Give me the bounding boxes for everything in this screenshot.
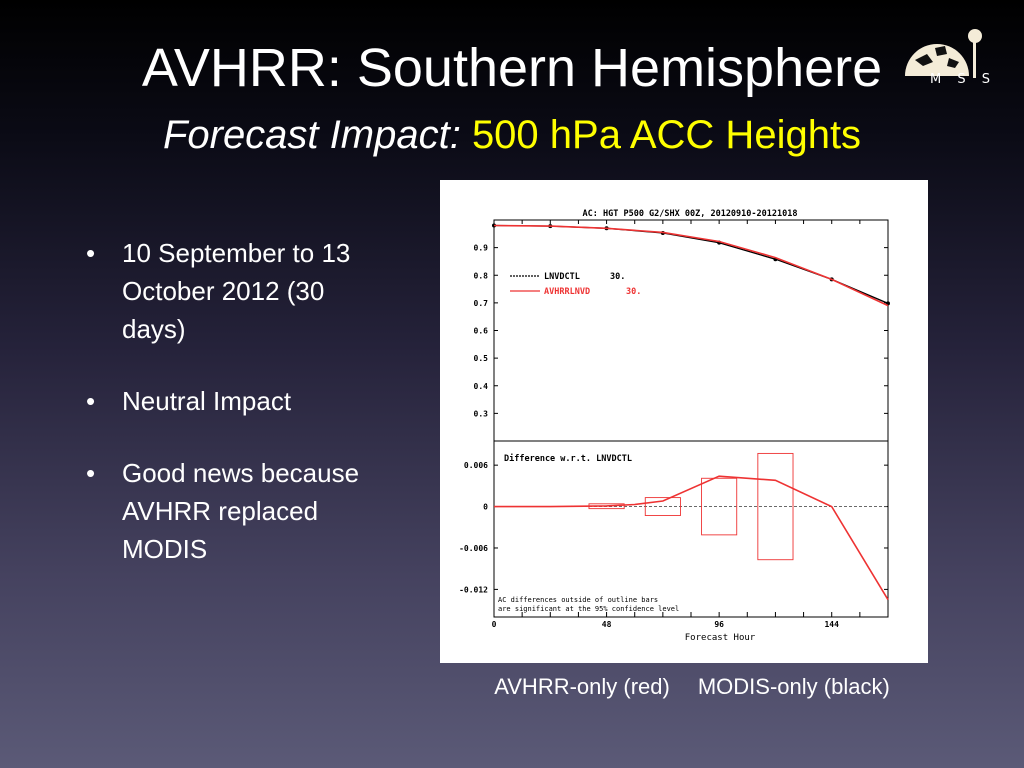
- chart-annotation-line1: AC differences outside of outline bars: [498, 596, 658, 604]
- legend-count-avhrrlnvd: 30.: [626, 287, 641, 297]
- chart-frame-top: [493, 219, 889, 442]
- bullet-item: • Neutral Impact: [86, 382, 386, 420]
- caption-avhrr: AVHRR-only (red): [494, 674, 670, 699]
- difference-line-avhrrlnvd: [494, 475, 889, 601]
- gmao-logo: [897, 18, 1002, 93]
- y-tick-label-bottom: 0: [483, 503, 488, 512]
- bullet-marker: •: [86, 386, 96, 416]
- chart-caption: AVHRR-only (red) MODIS-only (black): [487, 672, 897, 702]
- chart-figure: AC: HGT P500 G2/SHX 00Z, 20120910-201210…: [440, 180, 928, 663]
- slide-subtitle: Forecast Impact: 500 hPa ACC Heights: [0, 110, 1024, 160]
- y-tick-label-top: 0.8: [474, 271, 489, 280]
- subtitle-plain: Forecast Impact:: [162, 113, 461, 157]
- y-tick-label-top: 0.6: [474, 327, 489, 336]
- bullet-text: Neutral Impact: [122, 386, 292, 416]
- confidence-bar: [701, 477, 738, 536]
- bullet-marker: •: [86, 238, 96, 268]
- legend-label-lnvdctl: LNVDCTL: [544, 272, 580, 282]
- y-tick-label-top: 0.9: [474, 244, 489, 253]
- y-tick-label-top: 0.3: [474, 409, 489, 418]
- chart-svg: AC: HGT P500 G2/SHX 00Z, 20120910-201210…: [459, 209, 890, 643]
- bullet-text: 10 September to 13 October 2012 (30 days…: [122, 238, 351, 344]
- x-tick-label: 96: [714, 620, 724, 629]
- bullet-marker: •: [86, 458, 96, 488]
- slide-title: AVHRR: Southern Hemisphere: [141, 38, 883, 98]
- y-tick-label-top: 0.7: [474, 299, 489, 308]
- y-tick-label-top: 0.4: [474, 382, 489, 391]
- x-tick-label: 144: [824, 620, 839, 629]
- logo-dome-icon: [905, 44, 969, 76]
- x-tick-label: 48: [602, 620, 612, 629]
- series-line-avhrrlnvd: [493, 224, 889, 307]
- chart-legend: LNVDCTL 30. AVHRRLNVD 30.: [510, 272, 641, 297]
- chart-annotation-line2: are significant at the 95% confidence le…: [498, 605, 679, 613]
- caption-modis: MODIS-only (black): [697, 674, 890, 699]
- legend-label-avhrrlnvd: AVHRRLNVD: [544, 287, 590, 297]
- bullet-text: Good news because AVHRR replaced MODIS: [122, 458, 360, 564]
- y-tick-label-bottom: 0.006: [464, 461, 488, 470]
- logo-letters: M S S: [930, 72, 996, 87]
- legend-count-lnvdctl: 30.: [610, 272, 625, 282]
- chart-frame-bottom: [493, 440, 889, 618]
- y-tick-label-bottom: -0.006: [459, 544, 488, 553]
- bullet-item: • Good news because AVHRR replaced MODIS: [86, 454, 386, 568]
- y-tick-label-bottom: -0.012: [459, 585, 488, 594]
- chart-panel2-title: Difference w.r.t. LNVDCTL: [504, 453, 632, 464]
- bullet-list: • 10 September to 13 October 2012 (30 da…: [86, 234, 386, 602]
- subtitle-accent: 500 hPa ACC Heights: [471, 113, 862, 157]
- chart-title: AC: HGT P500 G2/SHX 00Z, 20120910-201210…: [583, 209, 798, 219]
- chart-xlabel: Forecast Hour: [685, 633, 756, 643]
- x-tick-label: 0: [492, 620, 497, 629]
- confidence-bar: [757, 452, 794, 561]
- y-tick-label-top: 0.5: [474, 354, 489, 363]
- bullet-item: • 10 September to 13 October 2012 (30 da…: [86, 234, 386, 348]
- confidence-bar: [644, 497, 681, 516]
